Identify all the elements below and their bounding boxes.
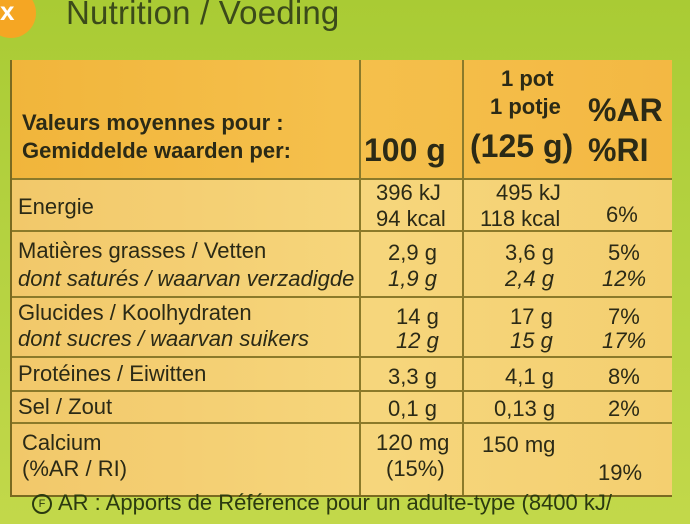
row-fat-pot: 3,6 g bbox=[505, 240, 554, 265]
column-divider bbox=[359, 60, 361, 495]
row-protein-ar: 8% bbox=[608, 364, 640, 389]
row-protein-pot: 4,1 g bbox=[505, 364, 554, 389]
row-sugar-100g: 12 g bbox=[396, 328, 439, 353]
row-sat-label: dont saturés / waarvan verzadigde bbox=[18, 266, 355, 291]
row-salt-pot: 0,13 g bbox=[494, 396, 556, 421]
row-divider bbox=[12, 390, 672, 392]
column-divider bbox=[462, 60, 464, 495]
row-sugar-pot: 15 g bbox=[510, 328, 553, 353]
header-label-fr: Valeurs moyennes pour : bbox=[22, 110, 284, 135]
row-carb-pot: 17 g bbox=[510, 304, 553, 329]
row-protein-label: Protéines / Eiwitten bbox=[18, 361, 207, 386]
table-header bbox=[12, 60, 672, 180]
row-salt-ar: 2% bbox=[608, 396, 640, 421]
row-salt-100g: 0,1 g bbox=[388, 396, 437, 421]
row-calcium-label: Calcium bbox=[22, 430, 102, 455]
panel-title: Nutrition / Voeding bbox=[66, 0, 340, 31]
row-calcium-100g-pct: (15%) bbox=[386, 456, 445, 481]
header-pot-weight: (125 g) bbox=[470, 128, 574, 164]
row-sugar-ar: 17% bbox=[602, 328, 647, 353]
header-ri: %RI bbox=[588, 132, 649, 168]
row-energie-100g-kj: 396 kJ bbox=[376, 180, 441, 205]
row-protein-100g: 3,3 g bbox=[388, 364, 437, 389]
header-ar: %AR bbox=[588, 92, 663, 128]
row-sat-pot: 2,4 g bbox=[505, 266, 554, 291]
row-carb-label: Glucides / Koolhydraten bbox=[18, 300, 252, 325]
header-pot-fr: 1 pot bbox=[501, 66, 554, 91]
france-icon: F bbox=[32, 494, 52, 515]
row-fat-ar: 5% bbox=[608, 240, 640, 265]
row-energie-100g-kcal: 94 kcal bbox=[376, 206, 446, 231]
footer-note: F AR : Apports de Référence pour un adult… bbox=[0, 490, 690, 516]
row-sat-ar: 12% bbox=[602, 266, 647, 291]
row-divider bbox=[12, 296, 672, 298]
header-label-nl: Gemiddelde waarden per: bbox=[22, 138, 291, 163]
row-carb-100g: 14 g bbox=[396, 304, 439, 329]
row-calcium-ar: 19% bbox=[598, 460, 643, 485]
row-calcium-100g: 120 mg bbox=[376, 430, 450, 455]
header-pot-nl: 1 potje bbox=[490, 94, 561, 119]
row-calcium-sublabel: (%AR / RI) bbox=[22, 456, 128, 481]
row-calcium-pot: 150 mg bbox=[482, 432, 556, 457]
row-energie-ar: 6% bbox=[606, 202, 638, 227]
row-energie-pot-kj: 495 kJ bbox=[496, 180, 561, 205]
row-sat-100g: 1,9 g bbox=[388, 266, 437, 291]
logo-mark: x bbox=[0, 0, 15, 26]
row-energie-label: Energie bbox=[18, 194, 94, 219]
row-salt-label: Sel / Zout bbox=[18, 394, 113, 419]
row-divider bbox=[12, 356, 672, 358]
row-divider bbox=[12, 422, 672, 424]
row-energie-pot-kcal: 118 kcal bbox=[480, 206, 561, 231]
row-fat-100g: 2,9 g bbox=[388, 240, 437, 265]
row-fat-label: Matières grasses / Vetten bbox=[18, 238, 267, 263]
row-sugar-label: dont sucres / waarvan suikers bbox=[18, 326, 310, 351]
brand-logo: x bbox=[0, 0, 36, 38]
header-per-100g: 100 g bbox=[364, 132, 446, 168]
row-carb-ar: 7% bbox=[608, 304, 640, 329]
row-divider bbox=[12, 230, 672, 232]
nutrition-table: Valeurs moyennes pour : Gemiddelde waard… bbox=[10, 60, 672, 497]
footer-text: AR : Apports de Référence pour un adulte… bbox=[58, 490, 612, 515]
